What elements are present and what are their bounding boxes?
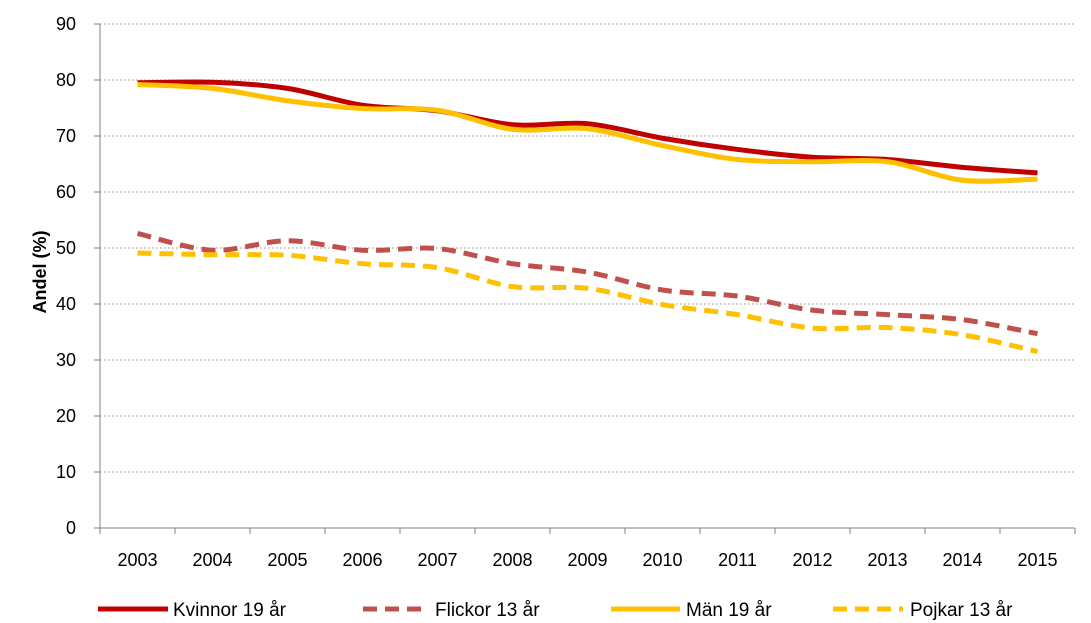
- y-tick-label: 50: [56, 238, 76, 258]
- series-lines: [136, 79, 1039, 355]
- x-tick-label: 2010: [642, 550, 682, 570]
- axes: [94, 23, 1076, 534]
- y-tick-label: 10: [56, 462, 76, 482]
- y-tick-label: 20: [56, 406, 76, 426]
- y-tick-label: 60: [56, 182, 76, 202]
- legend-label: Män 19 år: [686, 600, 772, 621]
- x-tick-label: 2008: [492, 550, 532, 570]
- y-axis-title: Andel (%): [30, 230, 50, 313]
- x-tick-labels: 2003 2004 2005 2006 2007 2008 2009 2010 2011 2012…: [117, 550, 1057, 570]
- series-line-4: [137, 250, 1039, 355]
- legend: Kvinnor 19 år Flickor 13 år Män 19 år Pojka…: [98, 600, 1013, 621]
- x-tick-label: 2015: [1017, 550, 1057, 570]
- x-tick-label: 2004: [192, 550, 232, 570]
- x-tick-label: 2014: [942, 550, 982, 570]
- y-tick-label: 80: [56, 70, 76, 90]
- y-tick-label: 70: [56, 126, 76, 146]
- legend-label: Kvinnor 19 år: [173, 600, 287, 621]
- y-tick-label: 90: [56, 14, 76, 34]
- x-tick-label: 2007: [417, 550, 457, 570]
- x-tick-label: 2011: [718, 550, 757, 570]
- legend-label: Pojkar 13 år: [910, 600, 1013, 621]
- x-tick-label: 2009: [567, 550, 607, 570]
- series-line-2: [136, 231, 1038, 337]
- series-line-3: [137, 81, 1038, 184]
- gridlines: [100, 23, 1075, 473]
- x-tick-label: 2012: [792, 550, 832, 570]
- x-tick-label: 2006: [342, 550, 382, 570]
- y-tick-labels: 0 10 20 30 40 50 60 70 80 90: [56, 14, 76, 538]
- y-tick-label: 40: [56, 294, 76, 314]
- y-tick-label: 0: [66, 518, 76, 538]
- x-tick-label: 2003: [117, 550, 157, 570]
- x-tick-label: 2013: [867, 550, 907, 570]
- legend-label: Flickor 13 år: [435, 600, 540, 621]
- y-tick-label: 30: [56, 350, 76, 370]
- x-tick-label: 2005: [267, 550, 307, 570]
